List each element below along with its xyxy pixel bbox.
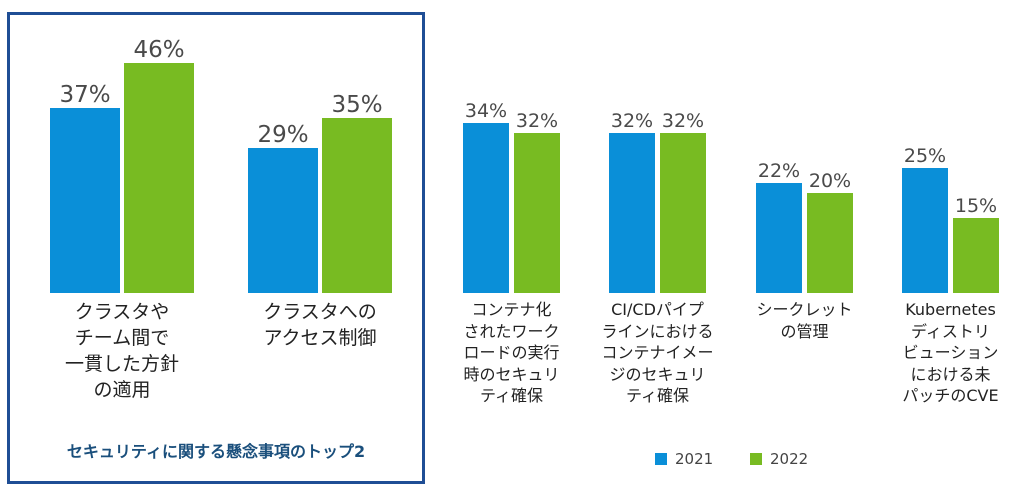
bar-2021-cat0	[50, 108, 120, 293]
category-label-line: ロードの実行	[463, 343, 560, 362]
bar-2022-cat4	[807, 193, 853, 293]
category-label-line: CI/CDパイプ	[611, 300, 704, 319]
category-label-line: クラスタや	[74, 301, 170, 323]
category-label-0: クラスタやチーム間で一貫した方針 の適用	[47, 299, 197, 403]
category-label-line: の適用	[93, 379, 151, 401]
bar-2021-cat5	[902, 168, 948, 293]
category-label-line: されたワーク	[463, 321, 560, 341]
category-label-line: 一貫した方針	[64, 353, 179, 375]
legend-label-2022: 2022	[770, 450, 809, 468]
data-label-2022-cat5: 15%	[955, 195, 997, 217]
legend-item-2021: 2021	[655, 450, 713, 468]
category-label-line: における未	[910, 364, 991, 384]
highlight-box-title: セキュリティに関する懸念事項のトップ2	[66, 442, 366, 461]
data-label-2022-cat3: 32%	[662, 110, 704, 132]
data-label-2021-cat4: 22%	[758, 160, 800, 182]
legend-swatch-2021	[655, 453, 667, 465]
category-label-line: アクセス制御	[263, 327, 377, 349]
category-label-line: の管理	[780, 321, 829, 341]
category-label-line: ビューション	[902, 343, 999, 362]
bar-2022-cat5	[953, 218, 999, 293]
bar-2022-cat2	[514, 133, 560, 293]
category-label-line: クラスタへの	[263, 301, 377, 323]
data-label-2021-cat1: 29%	[257, 122, 308, 148]
bar-2022-cat0	[124, 63, 194, 293]
data-label-2022-cat4: 20%	[809, 170, 851, 192]
legend-label-2021: 2021	[675, 450, 714, 468]
bar-2022-cat1	[322, 118, 392, 293]
data-label-2021-cat3: 32%	[611, 110, 653, 132]
data-label-2022-cat1: 35%	[331, 92, 382, 118]
bar-2022-cat3	[660, 133, 706, 293]
data-label-2022-cat0: 46%	[133, 37, 184, 63]
category-label-line: ラインにおける	[601, 321, 714, 341]
category-label-line: ジのセキュリ	[609, 364, 706, 384]
category-label-line: ティ確保	[625, 386, 690, 405]
data-label-2021-cat0: 37%	[59, 82, 110, 108]
category-label-line: コンテナ化	[471, 300, 552, 319]
category-label-5: Kubernetes ディストリビューション における未パッチのCVE	[886, 299, 1016, 407]
category-label-line: Kubernetes	[905, 300, 996, 319]
category-label-line: パッチのCVE	[902, 386, 999, 405]
category-label-line: ティ確保	[479, 386, 544, 405]
category-label-3: CI/CDパイプ ラインにおける コンテナイメー ジのセキュリ ティ確保	[593, 299, 723, 407]
data-label-2021-cat5: 25%	[904, 145, 946, 167]
category-label-line: 時のセキュリ	[463, 364, 560, 384]
bar-2021-cat3	[609, 133, 655, 293]
category-label-1: クラスタへの アクセス制御	[245, 299, 395, 351]
category-label-line: チーム間で	[74, 327, 170, 349]
category-label-line: ディストリ	[911, 321, 990, 341]
bar-2021-cat1	[248, 148, 318, 293]
bar-2021-cat4	[756, 183, 802, 293]
top2-highlight-box	[7, 12, 425, 484]
category-label-2: コンテナ化されたワーク ロードの実行 時のセキュリ ティ確保	[447, 299, 577, 407]
category-label-line: コンテナイメー	[601, 343, 714, 362]
category-label-4: シークレット の管理	[740, 299, 870, 342]
legend-item-2022: 2022	[750, 450, 808, 468]
data-label-2022-cat2: 32%	[516, 110, 558, 132]
category-label-line: シークレット	[756, 300, 853, 319]
data-label-2021-cat2: 34%	[465, 100, 507, 122]
bar-2021-cat2	[463, 123, 509, 293]
legend-swatch-2022	[750, 453, 762, 465]
